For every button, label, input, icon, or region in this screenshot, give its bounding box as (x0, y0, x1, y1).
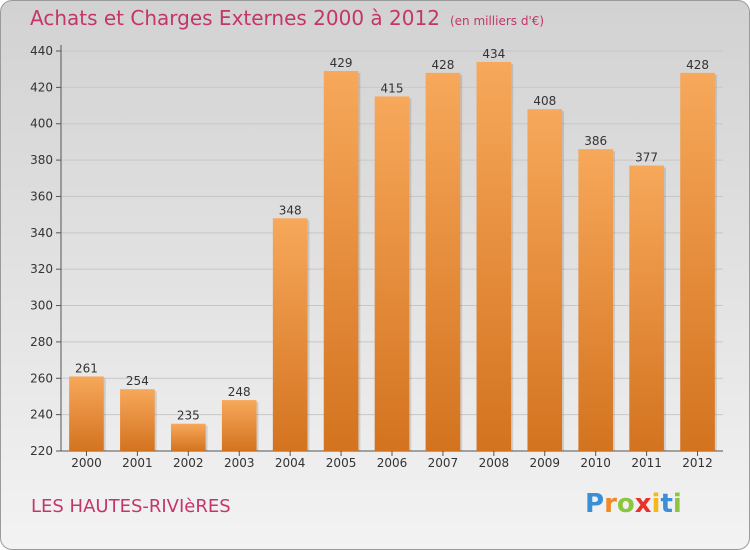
bar-value-label: 428 (686, 58, 709, 72)
bar (170, 423, 206, 451)
bar-value-label: 235 (177, 409, 200, 423)
y-tick-label: 420 (30, 80, 53, 94)
y-tick-label: 320 (30, 262, 53, 276)
x-tick-label: 2002 (173, 456, 204, 470)
bar (323, 71, 359, 451)
bar (527, 109, 563, 451)
y-tick-label: 300 (30, 299, 53, 313)
bar (221, 400, 257, 451)
y-tick-label: 280 (30, 335, 53, 349)
bar-value-label: 261 (75, 361, 98, 375)
logo-letter: o (616, 489, 635, 519)
bar-value-label: 408 (533, 94, 556, 108)
x-tick-label: 2010 (580, 456, 611, 470)
y-tick-label: 220 (30, 444, 53, 458)
logo-letter: t (660, 489, 673, 519)
x-tick-label: 2001 (122, 456, 153, 470)
bar-value-label: 254 (126, 374, 149, 388)
bar (120, 389, 155, 451)
chart-title: Achats et Charges Externes 2000 à 2012 (e… (30, 6, 544, 30)
y-tick-label: 360 (30, 189, 53, 203)
x-tick-label: 2009 (529, 456, 560, 470)
x-tick-label: 2008 (479, 456, 510, 470)
x-tick-label: 2007 (428, 456, 459, 470)
bar-value-label: 348 (279, 203, 302, 217)
bar-value-label: 377 (635, 151, 658, 165)
bar-value-label: 415 (381, 81, 404, 95)
bar (69, 376, 104, 451)
bar (629, 165, 664, 451)
bar-value-label: 386 (584, 134, 607, 148)
y-tick-label: 440 (30, 44, 53, 58)
logo-letter: P (585, 489, 605, 519)
x-tick-label: 2011 (631, 456, 662, 470)
bar (374, 96, 410, 452)
y-tick-label: 240 (30, 408, 53, 422)
location-label: LES HAUTES-RIVIèRES (31, 496, 231, 517)
y-tick-label: 260 (30, 371, 53, 385)
bar (578, 149, 614, 451)
x-tick-label: 2000 (71, 456, 102, 470)
bar-value-label: 429 (330, 56, 353, 70)
x-tick-label: 2004 (275, 456, 306, 470)
logo-letter: i (651, 489, 661, 519)
bar (272, 218, 308, 451)
chart-subtitle: (en milliers d'€) (449, 14, 545, 28)
x-tick-label: 2003 (224, 456, 255, 470)
x-tick-label: 2005 (326, 456, 357, 470)
x-tick-label: 2006 (377, 456, 408, 470)
bar-value-label: 248 (228, 385, 251, 399)
bar (680, 72, 715, 452)
chart-title-text: Achats et Charges Externes 2000 à 2012 (30, 6, 440, 30)
logo-letter: r (604, 489, 617, 519)
y-tick-label: 340 (30, 226, 53, 240)
bar (425, 72, 461, 452)
bar-value-label: 434 (482, 47, 505, 61)
bar (476, 61, 512, 452)
y-tick-label: 400 (30, 117, 53, 131)
logo-letter: x (634, 489, 652, 519)
proxiti-logo: Proxiti (585, 489, 682, 519)
logo-letter: i (672, 489, 682, 519)
x-tick-label: 2012 (682, 456, 713, 470)
bar-value-label: 428 (431, 58, 454, 72)
y-tick-label: 380 (30, 153, 53, 167)
